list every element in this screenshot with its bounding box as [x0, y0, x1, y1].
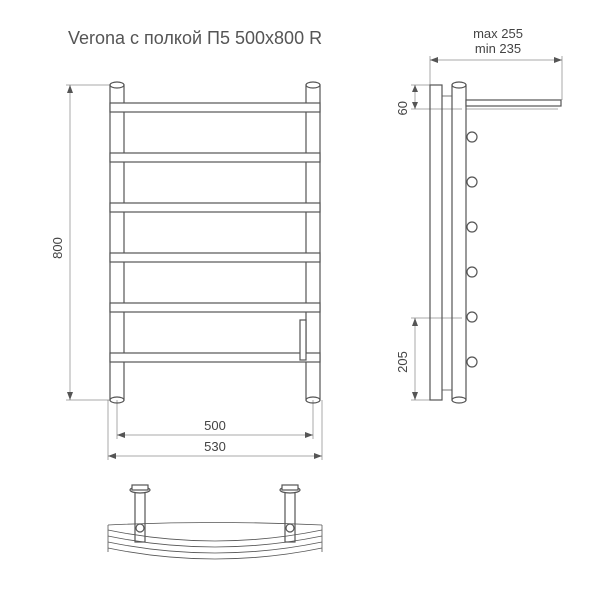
front-view: 800 500 530 [50, 82, 322, 460]
top-view [108, 485, 322, 559]
label-min235: min 235 [475, 41, 521, 56]
dim-height-800: 800 [50, 85, 110, 400]
label-530: 530 [204, 439, 226, 454]
label-500: 500 [204, 418, 226, 433]
technical-drawing: 800 500 530 [0, 0, 600, 600]
dim-width-500: 500 [117, 400, 313, 439]
label-800: 800 [50, 237, 65, 259]
side-bar-ends [467, 132, 477, 367]
label-205: 205 [395, 351, 410, 373]
dim-depth: max 255 min 235 [430, 26, 562, 100]
side-view: max 255 min 235 60 205 [395, 26, 562, 403]
label-max255: max 255 [473, 26, 523, 41]
label-60: 60 [395, 101, 410, 115]
front-bars [110, 103, 320, 362]
